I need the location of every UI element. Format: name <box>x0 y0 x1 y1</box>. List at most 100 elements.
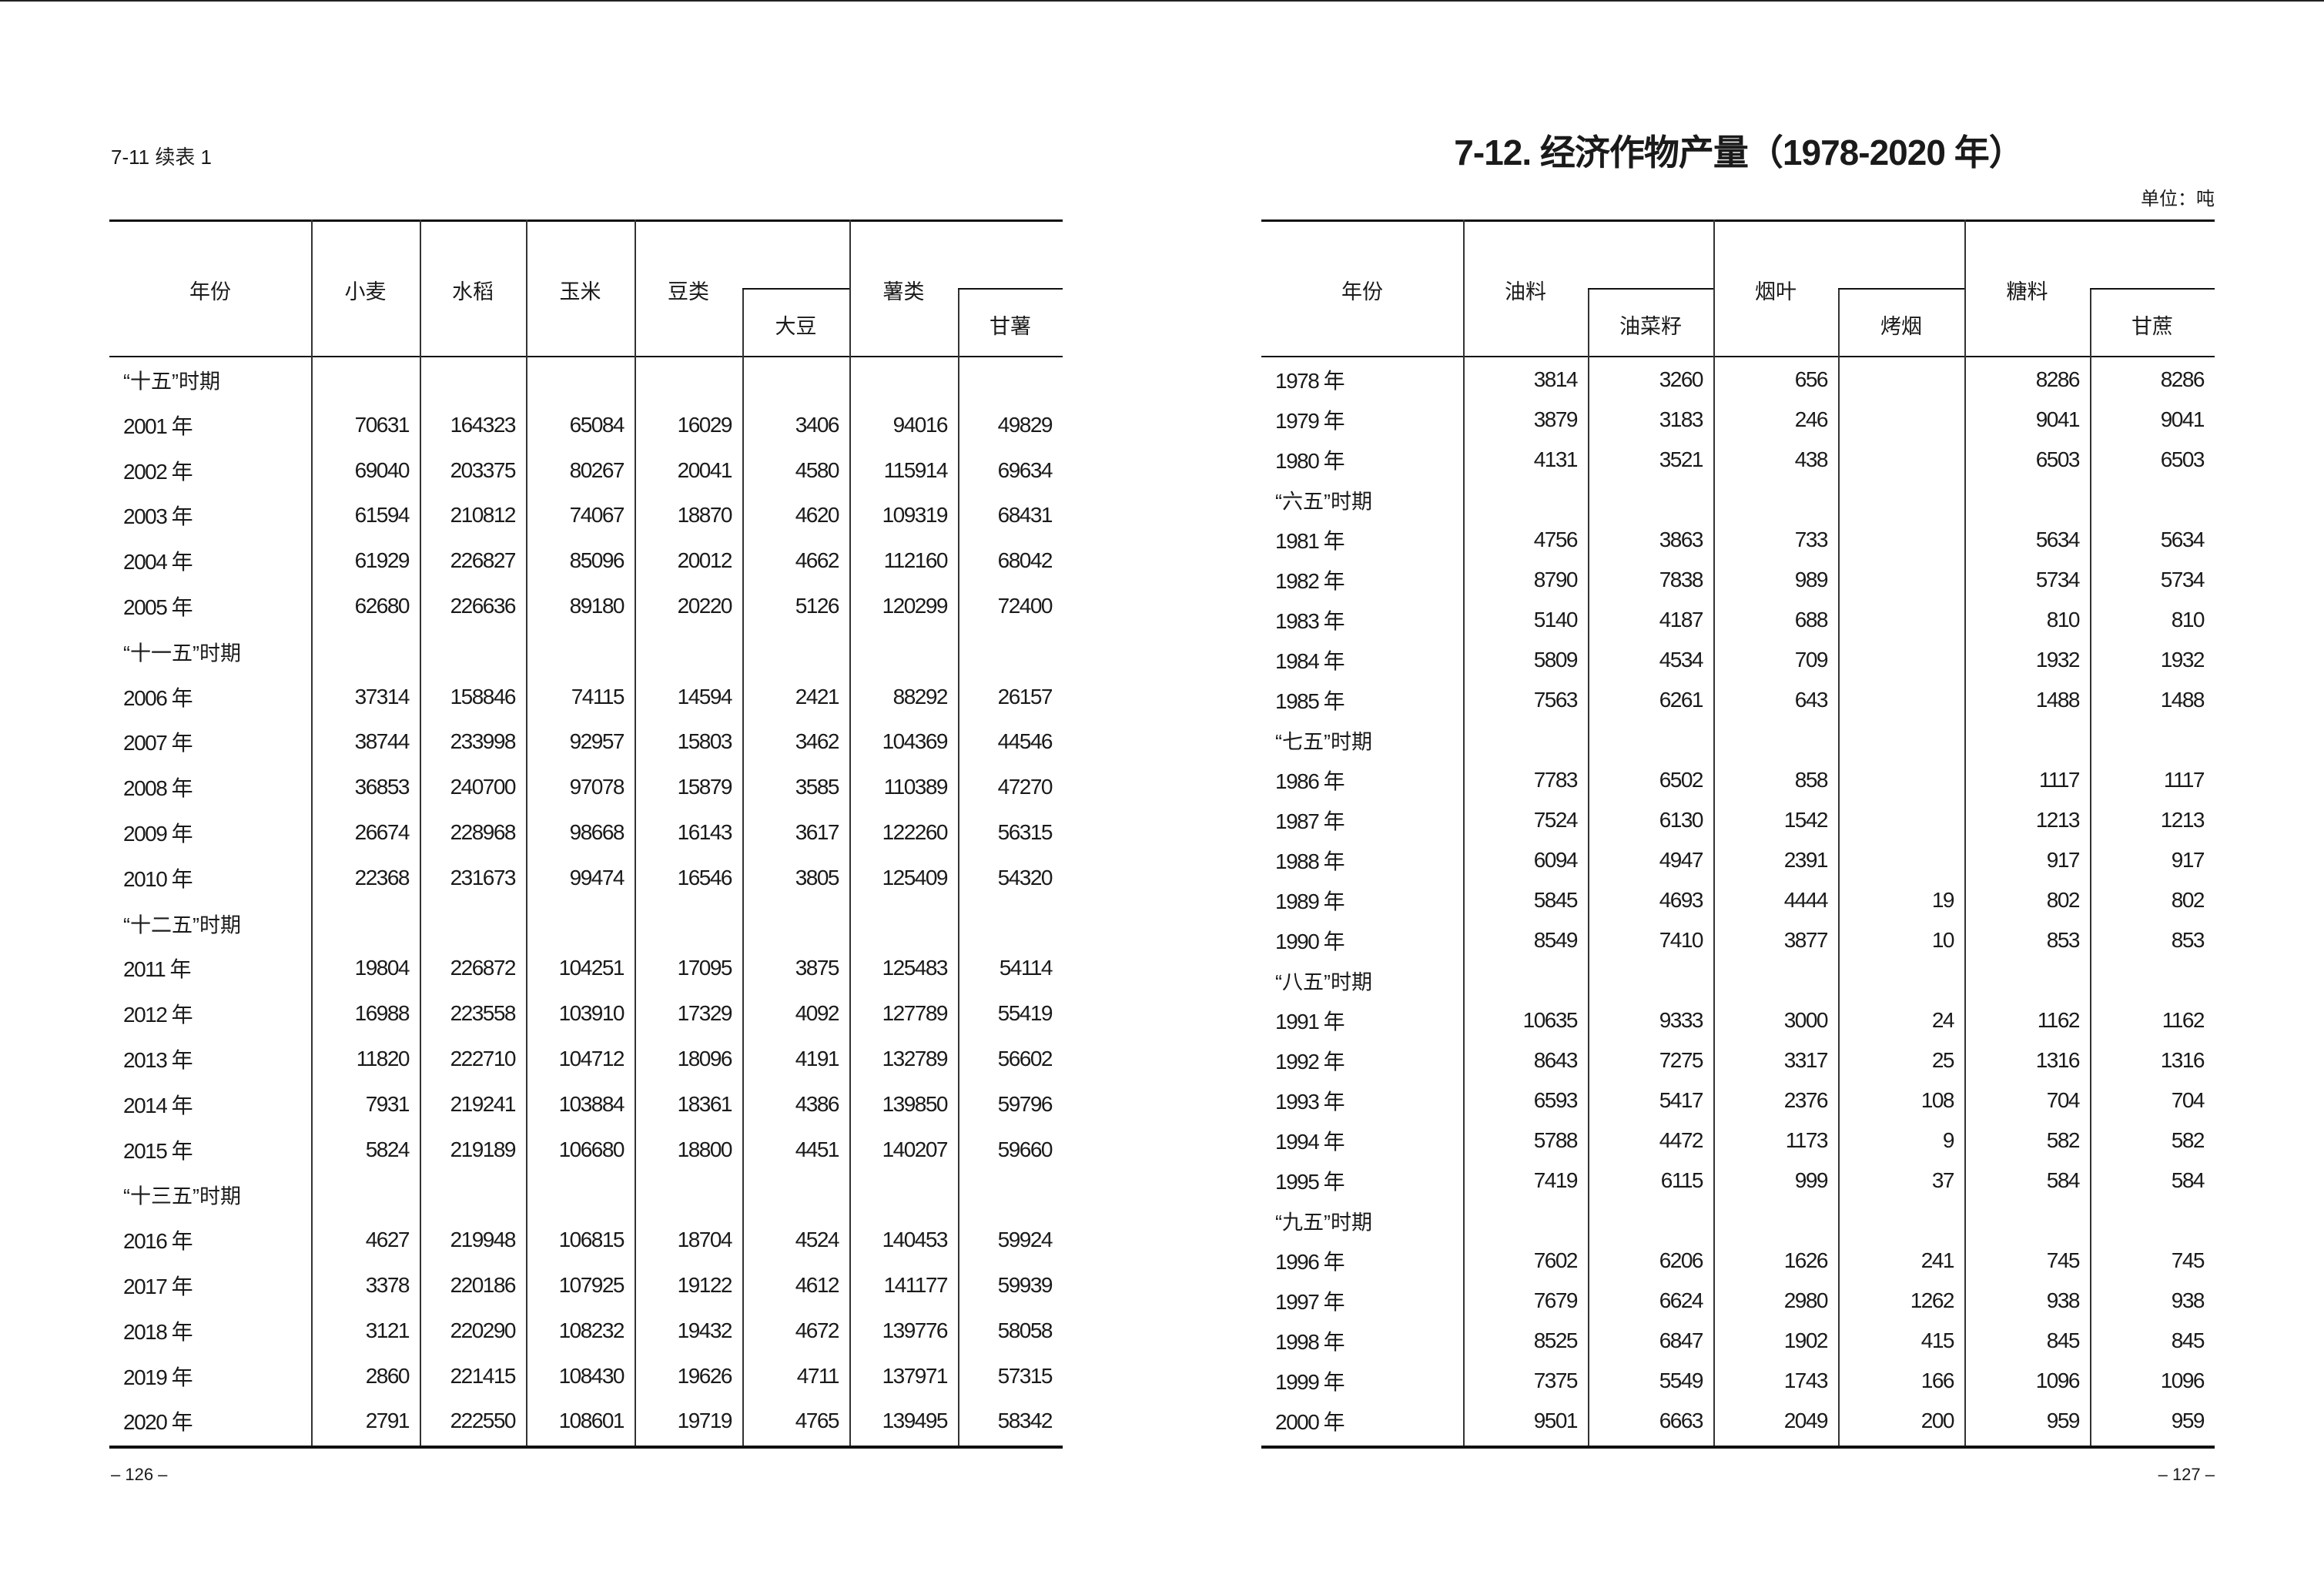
table-cell: 22368 <box>354 865 410 889</box>
table-cell: 15879 <box>677 775 733 799</box>
year-label: 2003 年 <box>123 504 193 529</box>
table-cell: 7563 <box>1533 688 1579 712</box>
table-cell: 7602 <box>1533 1248 1579 1272</box>
table-cell: 853 <box>2046 928 2081 952</box>
table-cell: 2421 <box>795 684 840 709</box>
table-cell: 858 <box>1794 768 1829 792</box>
table-cell: 6847 <box>1659 1328 1704 1352</box>
table-cell: 120299 <box>882 594 949 618</box>
period-label: “十二五”时期 <box>123 913 241 937</box>
table-cell: 94016 <box>892 412 949 437</box>
continuation-label: 7-11 续表 1 <box>111 146 213 169</box>
table-cell: 140207 <box>882 1137 949 1161</box>
table-cell: 20012 <box>677 548 733 573</box>
table-cell: 55419 <box>997 1001 1053 1026</box>
table-cell: 36853 <box>354 775 410 799</box>
table-cell: 1096 <box>2160 1369 2205 1392</box>
table-cell: 5845 <box>1533 888 1579 912</box>
table-cell: 72400 <box>997 594 1053 618</box>
table-cell: 1162 <box>2162 1008 2205 1032</box>
table-cell: 704 <box>2171 1088 2205 1112</box>
unit-label: 单位：吨 <box>2141 189 2215 209</box>
table-cell: 25 <box>1931 1048 1955 1072</box>
table-cell: 109319 <box>882 503 949 528</box>
table-bottom-rule <box>109 1446 1063 1449</box>
table-cell: 643 <box>1794 688 1829 712</box>
table-top-rule <box>1261 219 2215 222</box>
table-cell: 4092 <box>795 1001 840 1026</box>
table-cell: 582 <box>2046 1128 2081 1152</box>
table-cell: 89180 <box>569 594 625 618</box>
period-label: “七五”时期 <box>1275 730 1372 754</box>
year-label: 2000 年 <box>1275 1410 1345 1434</box>
table-cell: 49829 <box>997 412 1053 437</box>
table-cell: 3462 <box>795 729 840 754</box>
period-label: “八五”时期 <box>1275 970 1372 994</box>
header-wheat: 小麦 <box>344 280 387 303</box>
header-flue_cured: 烤烟 <box>1880 315 1922 338</box>
table-cell: 132789 <box>882 1047 949 1070</box>
table-cell: 4131 <box>1533 447 1579 471</box>
table-cell: 1488 <box>2160 688 2205 712</box>
table-cell: 4386 <box>795 1091 840 1116</box>
header-bottom-rule <box>1261 356 2215 357</box>
period-label: “九五”时期 <box>1275 1211 1372 1235</box>
table-cell: 220186 <box>450 1273 517 1297</box>
table-cell: 104712 <box>558 1047 625 1070</box>
year-label: 1993 年 <box>1275 1090 1345 1114</box>
table-cell: 3000 <box>1783 1008 1829 1032</box>
table-cell: 938 <box>2046 1288 2081 1312</box>
table-cell: 222710 <box>450 1047 517 1070</box>
table-cell: 58342 <box>997 1409 1053 1433</box>
table-cell: 222550 <box>450 1409 517 1433</box>
year-label: 1991 年 <box>1275 1010 1345 1034</box>
table-cell: 108601 <box>558 1409 625 1433</box>
year-label: 2019 年 <box>123 1365 193 1389</box>
column-divider <box>526 219 527 1446</box>
table-cell: 106815 <box>558 1228 625 1252</box>
table-cell: 125409 <box>882 865 949 889</box>
column-divider <box>1838 288 1840 1446</box>
table-cell: 139850 <box>882 1091 949 1116</box>
table-cell: 219948 <box>450 1228 517 1252</box>
table-cell: 226872 <box>450 956 517 980</box>
table-cell: 6593 <box>1533 1088 1579 1112</box>
table-cell: 5734 <box>2160 568 2205 591</box>
year-label: 2005 年 <box>123 595 193 619</box>
table-cell: 1117 <box>2163 768 2205 792</box>
table-cell: 584 <box>2046 1168 2081 1192</box>
table-cell: 158846 <box>450 684 517 709</box>
subheader-rule <box>742 288 849 290</box>
table-cell: 938 <box>2171 1288 2205 1312</box>
table-cell: 5824 <box>365 1137 410 1161</box>
table-cell: 4451 <box>795 1137 840 1161</box>
column-divider <box>1463 219 1465 1446</box>
table-cell: 8525 <box>1533 1328 1579 1352</box>
table-cell: 141177 <box>883 1273 949 1297</box>
column-divider <box>1588 288 1589 1446</box>
table-cell: 1316 <box>2160 1048 2205 1072</box>
year-label: 1988 年 <box>1275 849 1345 873</box>
table-cell: 7679 <box>1533 1288 1579 1312</box>
table-cell: 80267 <box>569 457 625 482</box>
year-label: 2016 年 <box>123 1229 193 1254</box>
table-cell: 5809 <box>1533 648 1579 672</box>
table-cell: 58058 <box>997 1318 1053 1342</box>
table-cell: 7783 <box>1533 768 1579 792</box>
table-cell: 3879 <box>1533 407 1579 431</box>
table-cell: 1213 <box>2035 808 2081 832</box>
table-cell: 656 <box>1794 367 1829 391</box>
year-label: 2008 年 <box>123 776 193 801</box>
header-soybean: 大豆 <box>775 315 817 338</box>
table-bottom-rule <box>1261 1446 2215 1449</box>
table-cell: 18800 <box>677 1137 733 1161</box>
table-cell: 9333 <box>1659 1008 1704 1032</box>
table-cell: 127789 <box>882 1001 949 1026</box>
table-cell: 6094 <box>1533 848 1579 872</box>
table-cell: 99474 <box>569 865 625 889</box>
year-label: 1985 年 <box>1275 689 1345 713</box>
table-cell: 57315 <box>997 1363 1053 1388</box>
table-cell: 88292 <box>892 684 949 709</box>
table-cell: 56602 <box>997 1047 1053 1070</box>
header-tobacco: 烟叶 <box>1755 280 1797 303</box>
